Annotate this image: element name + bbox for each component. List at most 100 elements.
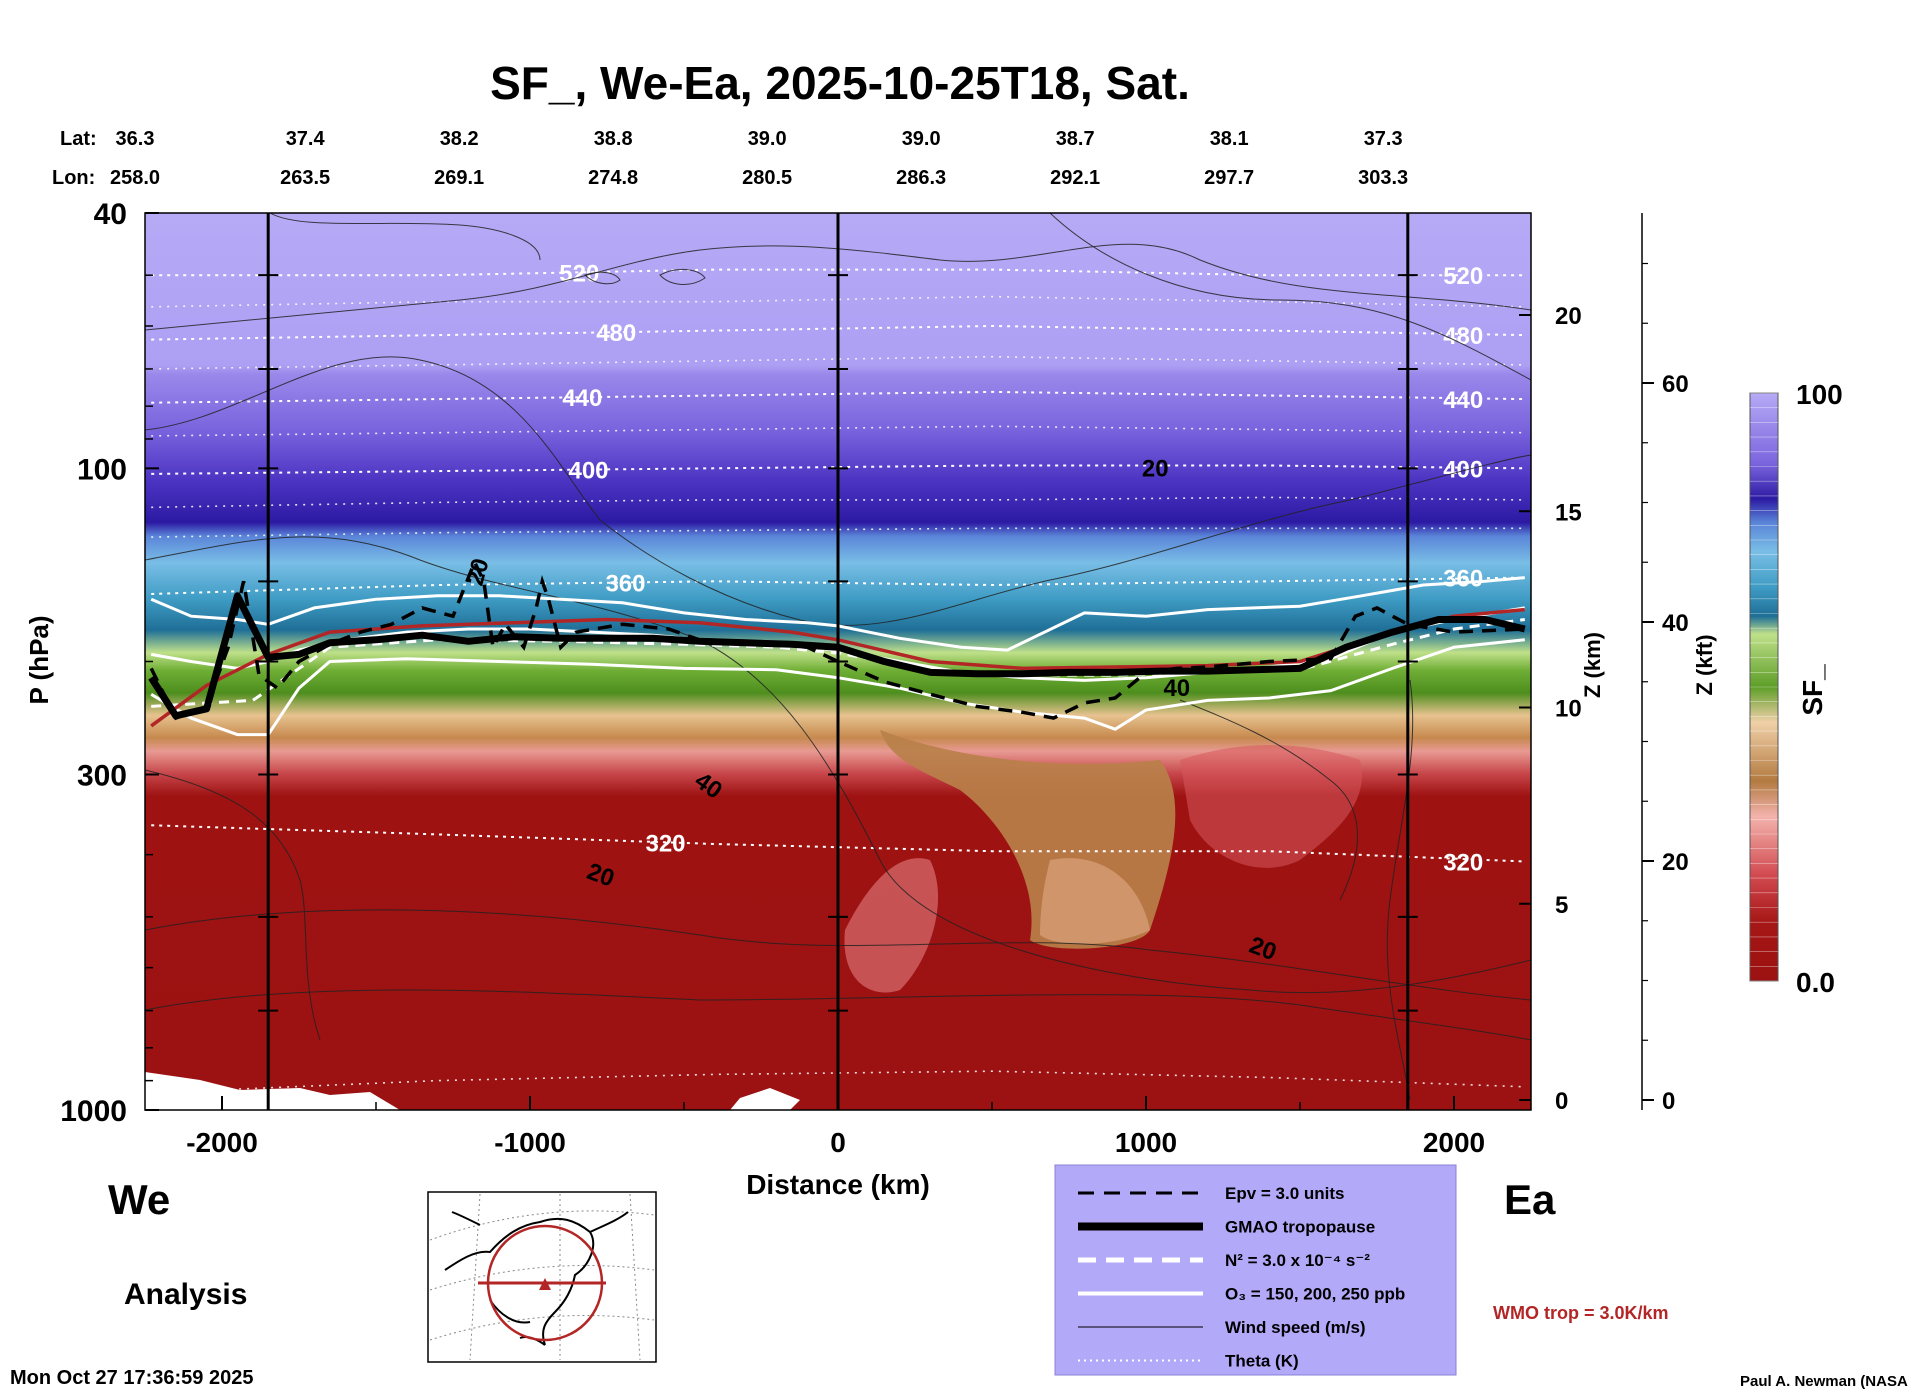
legend-entries: Epv = 3.0 units GMAO tropopause N² = 3.0 x… <box>1078 1184 1405 1371</box>
lat-value: 38.1 <box>1210 128 1249 150</box>
colorbar-ticks <box>1750 392 1778 982</box>
theta-line-minor <box>151 355 1525 370</box>
theta-line <box>151 824 1525 863</box>
x-tick-label: 0 <box>830 1127 846 1158</box>
lon-value: 280.5 <box>742 167 792 189</box>
x-tick-label: -1000 <box>494 1127 566 1158</box>
theta-line-minor <box>151 527 1525 538</box>
lon-value: 297.7 <box>1204 167 1254 189</box>
lon-value: 303.3 <box>1358 167 1408 189</box>
zkft-tick-label: 40 <box>1662 610 1689 637</box>
x-axis-title: Distance (km) <box>746 1169 930 1200</box>
wind-speed-contour <box>584 271 621 285</box>
wind-speed-contour <box>1049 213 1531 381</box>
colorbar-min-label: 0.0 <box>1796 967 1835 998</box>
lat-label: Lat: <box>60 128 97 150</box>
lon-value: 292.1 <box>1050 167 1100 189</box>
lon-label: Lon: <box>52 167 95 189</box>
y-tick-label: 300 <box>77 759 127 792</box>
sf-pink-region-2 <box>1180 745 1362 868</box>
legend-label: Wind speed (m/s) <box>1225 1318 1366 1337</box>
wmo-trop-label: WMO trop = 3.0K/km <box>1493 1303 1669 1323</box>
wind-speed-label: 40 <box>1163 675 1190 702</box>
zkm-tick-label: 20 <box>1555 303 1582 330</box>
inset-center-marker <box>539 1278 551 1290</box>
wind-speed-label: 20 <box>1142 455 1169 482</box>
y-axis-title: P (hPa) <box>24 615 54 704</box>
lat-value: 37.4 <box>286 128 326 150</box>
lon-value: 274.8 <box>588 167 638 189</box>
x-tick-label: 1000 <box>1115 1127 1177 1158</box>
theta-line <box>151 576 1525 595</box>
wind-speed-contour <box>145 243 1531 331</box>
sf-intrusion-light <box>1040 858 1150 945</box>
x-tick-label: -2000 <box>186 1127 258 1158</box>
theta-label: 400 <box>568 458 608 485</box>
theta-label-right: 320 <box>1443 850 1483 877</box>
theta-label-right: 480 <box>1443 323 1483 350</box>
east-label: Ea <box>1504 1176 1556 1223</box>
zkft-tick-label: 20 <box>1662 849 1689 876</box>
wind-speed-contour <box>1386 679 1414 1101</box>
theta-label-right: 360 <box>1443 566 1483 593</box>
theta-line-minor <box>151 425 1525 437</box>
legend-label: O₃ = 150, 200, 250 ppb <box>1225 1285 1405 1304</box>
x-tick-label: 2000 <box>1423 1127 1485 1158</box>
y-tick-label: 100 <box>77 453 127 486</box>
lat-value: 39.0 <box>748 128 787 150</box>
wind-speed-contour <box>145 769 321 1041</box>
lon-value: 258.0 <box>110 167 160 189</box>
legend-label: Epv = 3.0 units <box>1225 1184 1345 1203</box>
theta-line-minor <box>151 1070 1525 1094</box>
lat-value: 39.0 <box>902 128 941 150</box>
lon-value: 263.5 <box>280 167 330 189</box>
west-label: We <box>108 1176 170 1223</box>
theta-label-right: 440 <box>1443 387 1483 414</box>
legend-label: Theta (K) <box>1225 1352 1299 1371</box>
lat-lon-row: 36.3 258.0 37.4 263.5 38.2 269.1 38.8 274.8 39.0… <box>110 128 1408 189</box>
wind-speed-contour <box>269 213 541 261</box>
legend-label: GMAO tropopause <box>1225 1218 1375 1237</box>
theta-label: 480 <box>596 320 636 347</box>
theta-label: 320 <box>645 830 685 857</box>
wind-speed-contour <box>145 909 1531 1001</box>
o3-contour <box>150 576 1525 652</box>
inset-map <box>427 1191 657 1363</box>
sf-surface-white <box>145 1072 800 1110</box>
wind-speed-contour <box>1179 699 1358 901</box>
zkm-tick-label: 5 <box>1555 892 1568 919</box>
lon-value: 286.3 <box>896 167 946 189</box>
lat-value: 38.2 <box>440 128 479 150</box>
timestamp: Mon Oct 27 17:36:59 2025 <box>10 1367 253 1389</box>
zkm-axis-title: Z (km) <box>1580 632 1605 698</box>
theta-line-minor <box>151 295 1525 308</box>
theta-label-right: 400 <box>1443 456 1483 483</box>
gmao-tropopause-line <box>148 592 1526 720</box>
y-tick-label: 40 <box>94 198 127 231</box>
wind-speed-contour <box>145 536 1531 994</box>
lat-value: 37.3 <box>1364 128 1403 150</box>
legend-box <box>1054 1164 1457 1376</box>
sf-pink-region <box>844 858 939 993</box>
theta-label: 360 <box>605 571 645 598</box>
zkft-tick-label: 60 <box>1662 371 1689 398</box>
zkft-tick-label: 0 <box>1662 1088 1675 1115</box>
zkft-axis-title: Z (kft) <box>1692 634 1717 695</box>
theta-line <box>151 464 1525 475</box>
credit-label: Paul A. Newman (NASA <box>1740 1373 1908 1390</box>
theta-line <box>151 390 1525 404</box>
lat-value: 36.3 <box>116 128 155 150</box>
analysis-label: Analysis <box>124 1278 247 1311</box>
lat-value: 38.8 <box>594 128 633 150</box>
zkm-tick-label: 0 <box>1555 1088 1568 1115</box>
wmo-tropopause-line <box>150 607 1525 728</box>
wind-speed-contour <box>145 989 1531 1041</box>
colorbar-max-label: 100 <box>1796 379 1843 410</box>
theta-label-right: 520 <box>1443 263 1483 290</box>
legend-label: N² = 3.0 x 10⁻⁴ s⁻² <box>1225 1251 1370 1270</box>
chart-title: SF_, We-Ea, 2025-10-25T18, Sat. <box>490 57 1190 109</box>
wind-speed-contour <box>145 356 1531 626</box>
zkm-tick-label: 10 <box>1555 696 1582 723</box>
